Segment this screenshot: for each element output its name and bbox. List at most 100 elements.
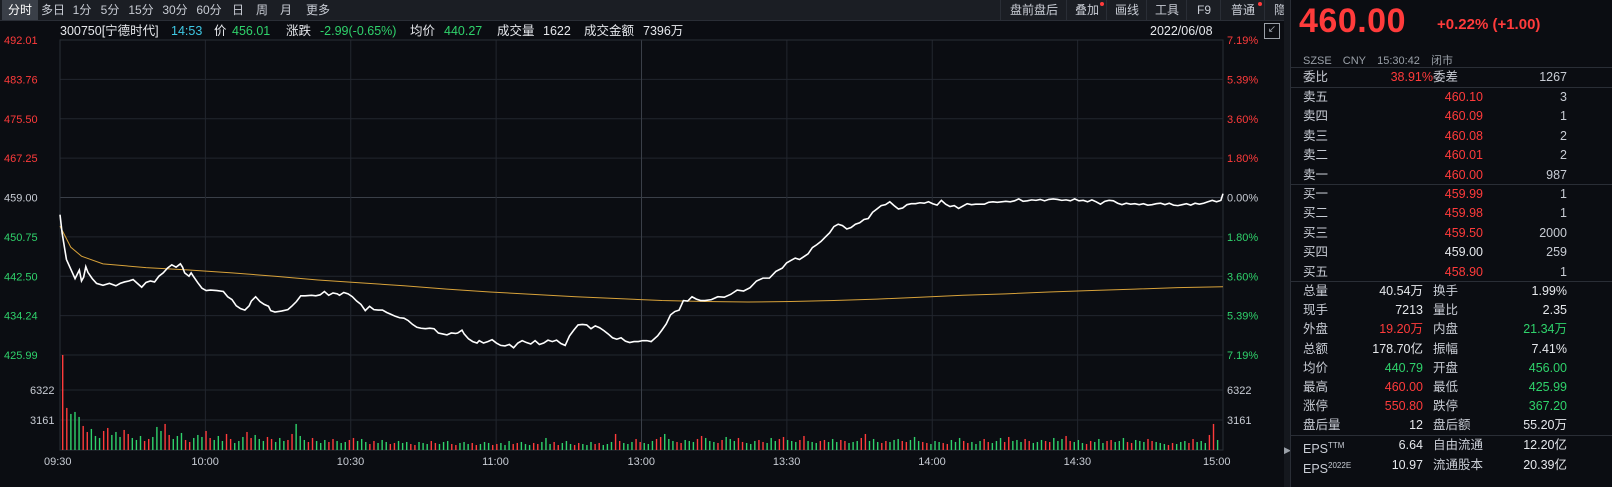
volume-bar	[1147, 438, 1149, 450]
bid-row[interactable]: 买三 459.50 2000	[1291, 224, 1612, 243]
panel-divider[interactable]: ▶	[1284, 0, 1291, 487]
tab-period-6[interactable]: 60分	[196, 3, 222, 17]
volume-bar	[246, 431, 248, 450]
stat-label: 盘后额	[1433, 418, 1471, 433]
quote-time: 15:30:42	[1377, 55, 1420, 67]
volume-bar	[1208, 434, 1211, 450]
volume-bar	[258, 438, 260, 450]
bid-row[interactable]: 买五 458.90 1	[1291, 263, 1612, 282]
ask-label: 卖一	[1303, 167, 1329, 182]
toolbar-button-1[interactable]: 叠加	[1066, 0, 1107, 20]
volume-bar	[1200, 440, 1202, 450]
volume-bar	[340, 442, 342, 450]
toolbar-button-0[interactable]: 盘前盘后	[1000, 0, 1067, 20]
tab-period-8[interactable]: 周	[255, 3, 268, 17]
volume-tick-label: 6322	[1227, 385, 1251, 397]
time-tick-label: 14:00	[918, 456, 946, 468]
toolbar-button-5[interactable]: 普通	[1220, 0, 1265, 20]
toolbar-button-2[interactable]: 画线	[1106, 0, 1147, 20]
volume-bar	[86, 431, 88, 450]
volume-bar	[811, 441, 813, 450]
stat-row: 总量 40.54万 换手 1.99%	[1291, 282, 1612, 301]
volume-bar	[852, 441, 854, 450]
ask-label: 卖三	[1303, 128, 1329, 143]
volume-bar	[242, 436, 244, 450]
bid-row[interactable]: 买一 459.99 1	[1291, 185, 1612, 204]
order-ratio-row: 委比 38.91% 委差 1267	[1291, 68, 1612, 87]
volume-bar	[307, 441, 310, 450]
volume-bar	[721, 439, 723, 450]
volume-bar	[664, 433, 666, 450]
toolbar-button-3[interactable]: 工具	[1146, 0, 1187, 20]
time-tick-label: 09:30	[44, 456, 72, 468]
volume-bar	[1044, 440, 1047, 450]
bid-row[interactable]: 买四 459.00 259	[1291, 243, 1612, 262]
cursor-volume: 1622	[543, 24, 571, 38]
bid-price: 458.90	[1444, 264, 1483, 279]
stat-value: 1.99%	[1531, 284, 1567, 298]
time-tick-label: 10:30	[337, 456, 365, 468]
tab-period-4[interactable]: 15分	[128, 3, 154, 17]
volume-bar	[897, 438, 899, 450]
volume-bar	[938, 441, 940, 450]
tab-period-10[interactable]: 更多	[305, 3, 330, 17]
bid-row[interactable]: 买二 459.98 1	[1291, 204, 1612, 223]
volume-bar	[578, 442, 580, 450]
volume-bar	[344, 441, 346, 450]
volume-bar	[1171, 442, 1174, 450]
volume-bar	[1020, 441, 1022, 450]
ask-row[interactable]: 卖四 460.09 1	[1291, 107, 1612, 126]
ask-price: 460.00	[1444, 167, 1483, 182]
volume-bar	[225, 433, 228, 450]
volume-bar	[238, 440, 240, 450]
volume-bar	[1048, 441, 1051, 450]
intraday-chart[interactable]: 492.01 483.76 475.50 467.25 459.00 450.75 442.…	[0, 0, 1284, 487]
stat-label: 内盘	[1433, 322, 1459, 337]
volume-bar	[176, 435, 179, 450]
volume-bar	[672, 440, 674, 450]
stat-label: 涨停	[1303, 399, 1329, 414]
tab-period-7[interactable]: 日	[231, 3, 244, 17]
tab-period-2[interactable]: 1分	[72, 3, 92, 17]
chart-info-bar: 300750[宁德时代] 14:53 价 456.01 涨跌 -2.99(-0.…	[0, 21, 1284, 41]
volume-bar	[913, 436, 916, 450]
volume-bar	[475, 444, 478, 450]
volume-bar	[270, 438, 273, 450]
volume-bar	[1175, 443, 1178, 450]
volume-bar	[512, 443, 514, 450]
volume-bar	[659, 436, 662, 450]
volume-bar	[135, 439, 138, 450]
volume-bar	[647, 443, 650, 450]
stat-value: 7.41%	[1531, 341, 1567, 356]
expand-icon[interactable]: ↙	[1264, 23, 1280, 39]
stock-code-name: 300750[宁德时代]	[60, 24, 159, 38]
volume-bar	[1212, 423, 1215, 450]
tab-period-1[interactable]: 多日	[40, 3, 65, 17]
divider	[1291, 435, 1612, 436]
volume-bar	[1188, 442, 1190, 450]
eps-superscript: TTM	[1328, 441, 1345, 450]
volume-bar	[1196, 441, 1198, 450]
tab-period-5[interactable]: 30分	[162, 3, 188, 17]
volume-bar	[1003, 441, 1006, 450]
ask-row[interactable]: 卖五 460.10 3	[1291, 88, 1612, 107]
tab-period-9[interactable]: 月	[279, 3, 292, 17]
collapse-arrow-icon[interactable]: ▶	[1284, 445, 1291, 455]
stat-value: 440.79	[1384, 360, 1423, 375]
tab-period-0[interactable]: 分时	[2, 0, 38, 20]
stat-row: 外盘 19.20万 内盘 21.34万	[1291, 320, 1612, 339]
volume-bar	[688, 440, 690, 450]
tab-period-3[interactable]: 5分	[100, 3, 120, 17]
price-tick-label: 475.50	[4, 114, 38, 126]
ask-row[interactable]: 卖一 460.00 987	[1291, 166, 1612, 185]
volume-bar	[1143, 441, 1145, 450]
toolbar-button-4[interactable]: F9	[1186, 0, 1221, 20]
ask-row[interactable]: 卖三 460.08 2	[1291, 127, 1612, 146]
volume-bar	[1184, 440, 1186, 450]
volume-bar	[172, 438, 174, 450]
volume-bar	[303, 439, 306, 450]
ask-row[interactable]: 卖二 460.01 2	[1291, 146, 1612, 165]
bid-volume: 1	[1560, 206, 1567, 221]
volume-bar	[725, 436, 727, 450]
volume-bar	[836, 441, 838, 450]
